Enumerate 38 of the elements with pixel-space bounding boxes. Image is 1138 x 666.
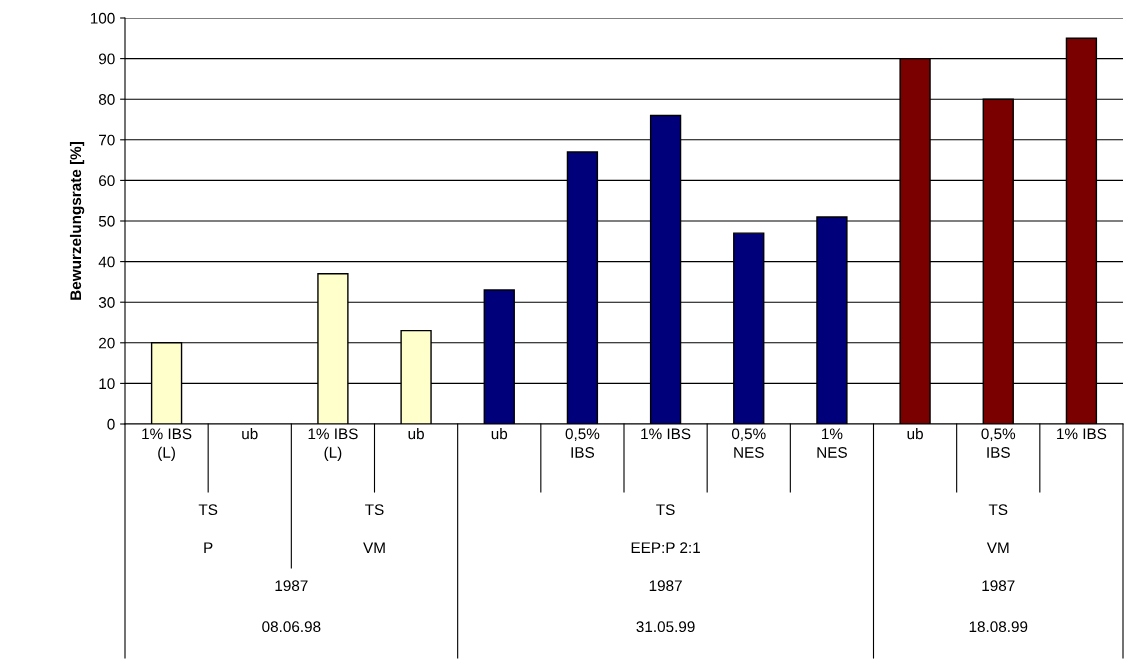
x-tick-label: ub [491,428,508,440]
x-tick-label: ub [907,428,923,440]
y-tick-label: 20 [99,337,115,349]
text: 1987 [982,580,1015,592]
text: VM [363,542,385,553]
text: 31.05.99 [636,621,695,633]
x-tick-label: 1% IBS [641,428,691,440]
y-tick-label: 30 [98,297,115,308]
y-tick-label: 0 [107,418,115,430]
text: VM [986,542,1009,553]
y-tick-label: 40 [98,256,115,268]
x-tick-label: 1% IBS [1057,428,1107,440]
x-tick-label: 1% NES [817,428,847,458]
y-tick-label: 70 [99,134,115,146]
y-tick-label: 80 [98,94,115,105]
y-tick-label: 100 [90,12,115,24]
text: TS [988,504,1008,516]
x-tick-label: 1% IBS (L) [308,428,358,461]
text: 18.08.99 [969,621,1028,633]
text: 1987 [275,580,308,592]
text: EEP:P 2:1 [631,542,700,553]
text: TS [656,504,675,516]
x-tick-label: 0,5% IBS [981,428,1016,458]
y-tick-label: 10 [99,378,115,390]
x-tick-label: ub [242,428,258,440]
x-tick-label: 1% IBS (L) [142,428,192,461]
y-tick-label: 50 [98,215,115,227]
x-tick-label: 0,5% IBS [565,428,600,458]
y-tick-label: 90 [99,53,115,65]
y-axis-title: Bewurzelungsrate [%] [69,142,85,300]
text: 1987 [649,580,682,592]
y-tick-label: 60 [99,175,115,187]
text: 08.06.98 [262,621,321,633]
text: P [204,542,213,553]
text: TS [198,504,218,516]
text: TS [365,504,384,516]
x-tick-label: 0,5% NES [731,428,766,458]
x-tick-label: ub [408,428,424,440]
